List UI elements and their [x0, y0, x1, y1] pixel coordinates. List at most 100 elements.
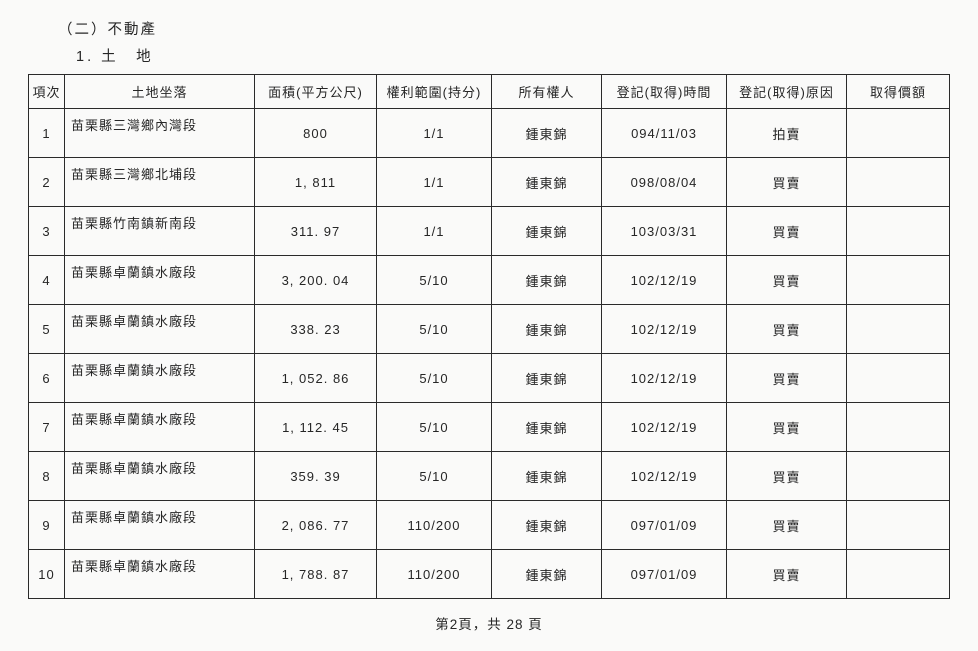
- cell-location: 苗栗縣卓蘭鎮水廠段: [65, 256, 255, 305]
- cell-area: 359. 39: [255, 452, 377, 501]
- cell-date: 098/08/04: [602, 158, 727, 207]
- col-area: 面積(平方公尺): [255, 75, 377, 109]
- cell-reason: 買賣: [727, 305, 847, 354]
- cell-date: 102/12/19: [602, 354, 727, 403]
- col-idx: 項次: [29, 75, 65, 109]
- cell-idx: 10: [29, 550, 65, 599]
- cell-share: 5/10: [377, 354, 492, 403]
- cell-price: [847, 207, 950, 256]
- cell-area: 3, 200. 04: [255, 256, 377, 305]
- col-share: 權利範圍(持分): [377, 75, 492, 109]
- cell-price: [847, 452, 950, 501]
- cell-idx: 2: [29, 158, 65, 207]
- cell-owner: 鍾東錦: [492, 403, 602, 452]
- cell-area: 800: [255, 109, 377, 158]
- cell-share: 110/200: [377, 501, 492, 550]
- cell-reason: 買賣: [727, 550, 847, 599]
- cell-date: 102/12/19: [602, 452, 727, 501]
- cell-date: 097/01/09: [602, 550, 727, 599]
- table-row: 3苗栗縣竹南鎮新南段311. 971/1鍾東錦103/03/31買賣: [29, 207, 950, 256]
- cell-price: [847, 158, 950, 207]
- table-row: 5苗栗縣卓蘭鎮水廠段338. 235/10鍾東錦102/12/19買賣: [29, 305, 950, 354]
- cell-owner: 鍾東錦: [492, 305, 602, 354]
- cell-share: 5/10: [377, 256, 492, 305]
- cell-date: 103/03/31: [602, 207, 727, 256]
- cell-idx: 6: [29, 354, 65, 403]
- cell-location: 苗栗縣竹南鎮新南段: [65, 207, 255, 256]
- table-row: 9苗栗縣卓蘭鎮水廠段2, 086. 77110/200鍾東錦097/01/09買…: [29, 501, 950, 550]
- cell-reason: 買賣: [727, 256, 847, 305]
- col-date: 登記(取得)時間: [602, 75, 727, 109]
- cell-area: 1, 052. 86: [255, 354, 377, 403]
- cell-reason: 買賣: [727, 501, 847, 550]
- cell-price: [847, 109, 950, 158]
- table-row: 4苗栗縣卓蘭鎮水廠段3, 200. 045/10鍾東錦102/12/19買賣: [29, 256, 950, 305]
- page-footer: 第2頁，共 28 頁: [28, 613, 950, 633]
- table-row: 8苗栗縣卓蘭鎮水廠段359. 395/10鍾東錦102/12/19買賣: [29, 452, 950, 501]
- cell-share: 110/200: [377, 550, 492, 599]
- cell-price: [847, 403, 950, 452]
- cell-idx: 8: [29, 452, 65, 501]
- cell-reason: 買賣: [727, 158, 847, 207]
- cell-price: [847, 501, 950, 550]
- section-headings: （二）不動產 1. 土 地: [58, 18, 950, 66]
- cell-idx: 1: [29, 109, 65, 158]
- cell-share: 1/1: [377, 207, 492, 256]
- section-title: （二）不動產: [58, 18, 950, 39]
- cell-reason: 買賣: [727, 207, 847, 256]
- col-price: 取得價額: [847, 75, 950, 109]
- cell-owner: 鍾東錦: [492, 256, 602, 305]
- cell-owner: 鍾東錦: [492, 109, 602, 158]
- cell-location: 苗栗縣卓蘭鎮水廠段: [65, 452, 255, 501]
- cell-share: 5/10: [377, 305, 492, 354]
- cell-location: 苗栗縣卓蘭鎮水廠段: [65, 305, 255, 354]
- cell-price: [847, 550, 950, 599]
- col-location: 土地坐落: [65, 75, 255, 109]
- cell-idx: 7: [29, 403, 65, 452]
- cell-reason: 拍賣: [727, 109, 847, 158]
- cell-owner: 鍾東錦: [492, 207, 602, 256]
- land-table: 項次 土地坐落 面積(平方公尺) 權利範圍(持分) 所有權人 登記(取得)時間 …: [28, 74, 950, 599]
- col-reason: 登記(取得)原因: [727, 75, 847, 109]
- cell-location: 苗栗縣卓蘭鎮水廠段: [65, 501, 255, 550]
- cell-price: [847, 305, 950, 354]
- cell-reason: 買賣: [727, 403, 847, 452]
- cell-location: 苗栗縣卓蘭鎮水廠段: [65, 403, 255, 452]
- cell-idx: 4: [29, 256, 65, 305]
- cell-price: [847, 256, 950, 305]
- cell-date: 094/11/03: [602, 109, 727, 158]
- subsection-title: 1. 土 地: [76, 45, 950, 66]
- cell-date: 102/12/19: [602, 305, 727, 354]
- cell-area: 1, 811: [255, 158, 377, 207]
- cell-share: 5/10: [377, 403, 492, 452]
- table-row: 2苗栗縣三灣鄉北埔段1, 8111/1鍾東錦098/08/04買賣: [29, 158, 950, 207]
- cell-location: 苗栗縣卓蘭鎮水廠段: [65, 354, 255, 403]
- cell-date: 102/12/19: [602, 403, 727, 452]
- cell-owner: 鍾東錦: [492, 501, 602, 550]
- cell-location: 苗栗縣三灣鄉內灣段: [65, 109, 255, 158]
- cell-date: 102/12/19: [602, 256, 727, 305]
- table-row: 10苗栗縣卓蘭鎮水廠段1, 788. 87110/200鍾東錦097/01/09…: [29, 550, 950, 599]
- table-row: 6苗栗縣卓蘭鎮水廠段1, 052. 865/10鍾東錦102/12/19買賣: [29, 354, 950, 403]
- cell-area: 338. 23: [255, 305, 377, 354]
- cell-owner: 鍾東錦: [492, 550, 602, 599]
- cell-date: 097/01/09: [602, 501, 727, 550]
- table-header-row: 項次 土地坐落 面積(平方公尺) 權利範圍(持分) 所有權人 登記(取得)時間 …: [29, 75, 950, 109]
- cell-location: 苗栗縣卓蘭鎮水廠段: [65, 550, 255, 599]
- cell-share: 5/10: [377, 452, 492, 501]
- col-owner: 所有權人: [492, 75, 602, 109]
- cell-area: 1, 788. 87: [255, 550, 377, 599]
- cell-reason: 買賣: [727, 452, 847, 501]
- cell-price: [847, 354, 950, 403]
- cell-reason: 買賣: [727, 354, 847, 403]
- cell-idx: 9: [29, 501, 65, 550]
- cell-owner: 鍾東錦: [492, 158, 602, 207]
- cell-area: 311. 97: [255, 207, 377, 256]
- cell-idx: 5: [29, 305, 65, 354]
- table-row: 1苗栗縣三灣鄉內灣段8001/1鍾東錦094/11/03拍賣: [29, 109, 950, 158]
- cell-idx: 3: [29, 207, 65, 256]
- table-row: 7苗栗縣卓蘭鎮水廠段1, 112. 455/10鍾東錦102/12/19買賣: [29, 403, 950, 452]
- cell-area: 1, 112. 45: [255, 403, 377, 452]
- cell-share: 1/1: [377, 109, 492, 158]
- cell-share: 1/1: [377, 158, 492, 207]
